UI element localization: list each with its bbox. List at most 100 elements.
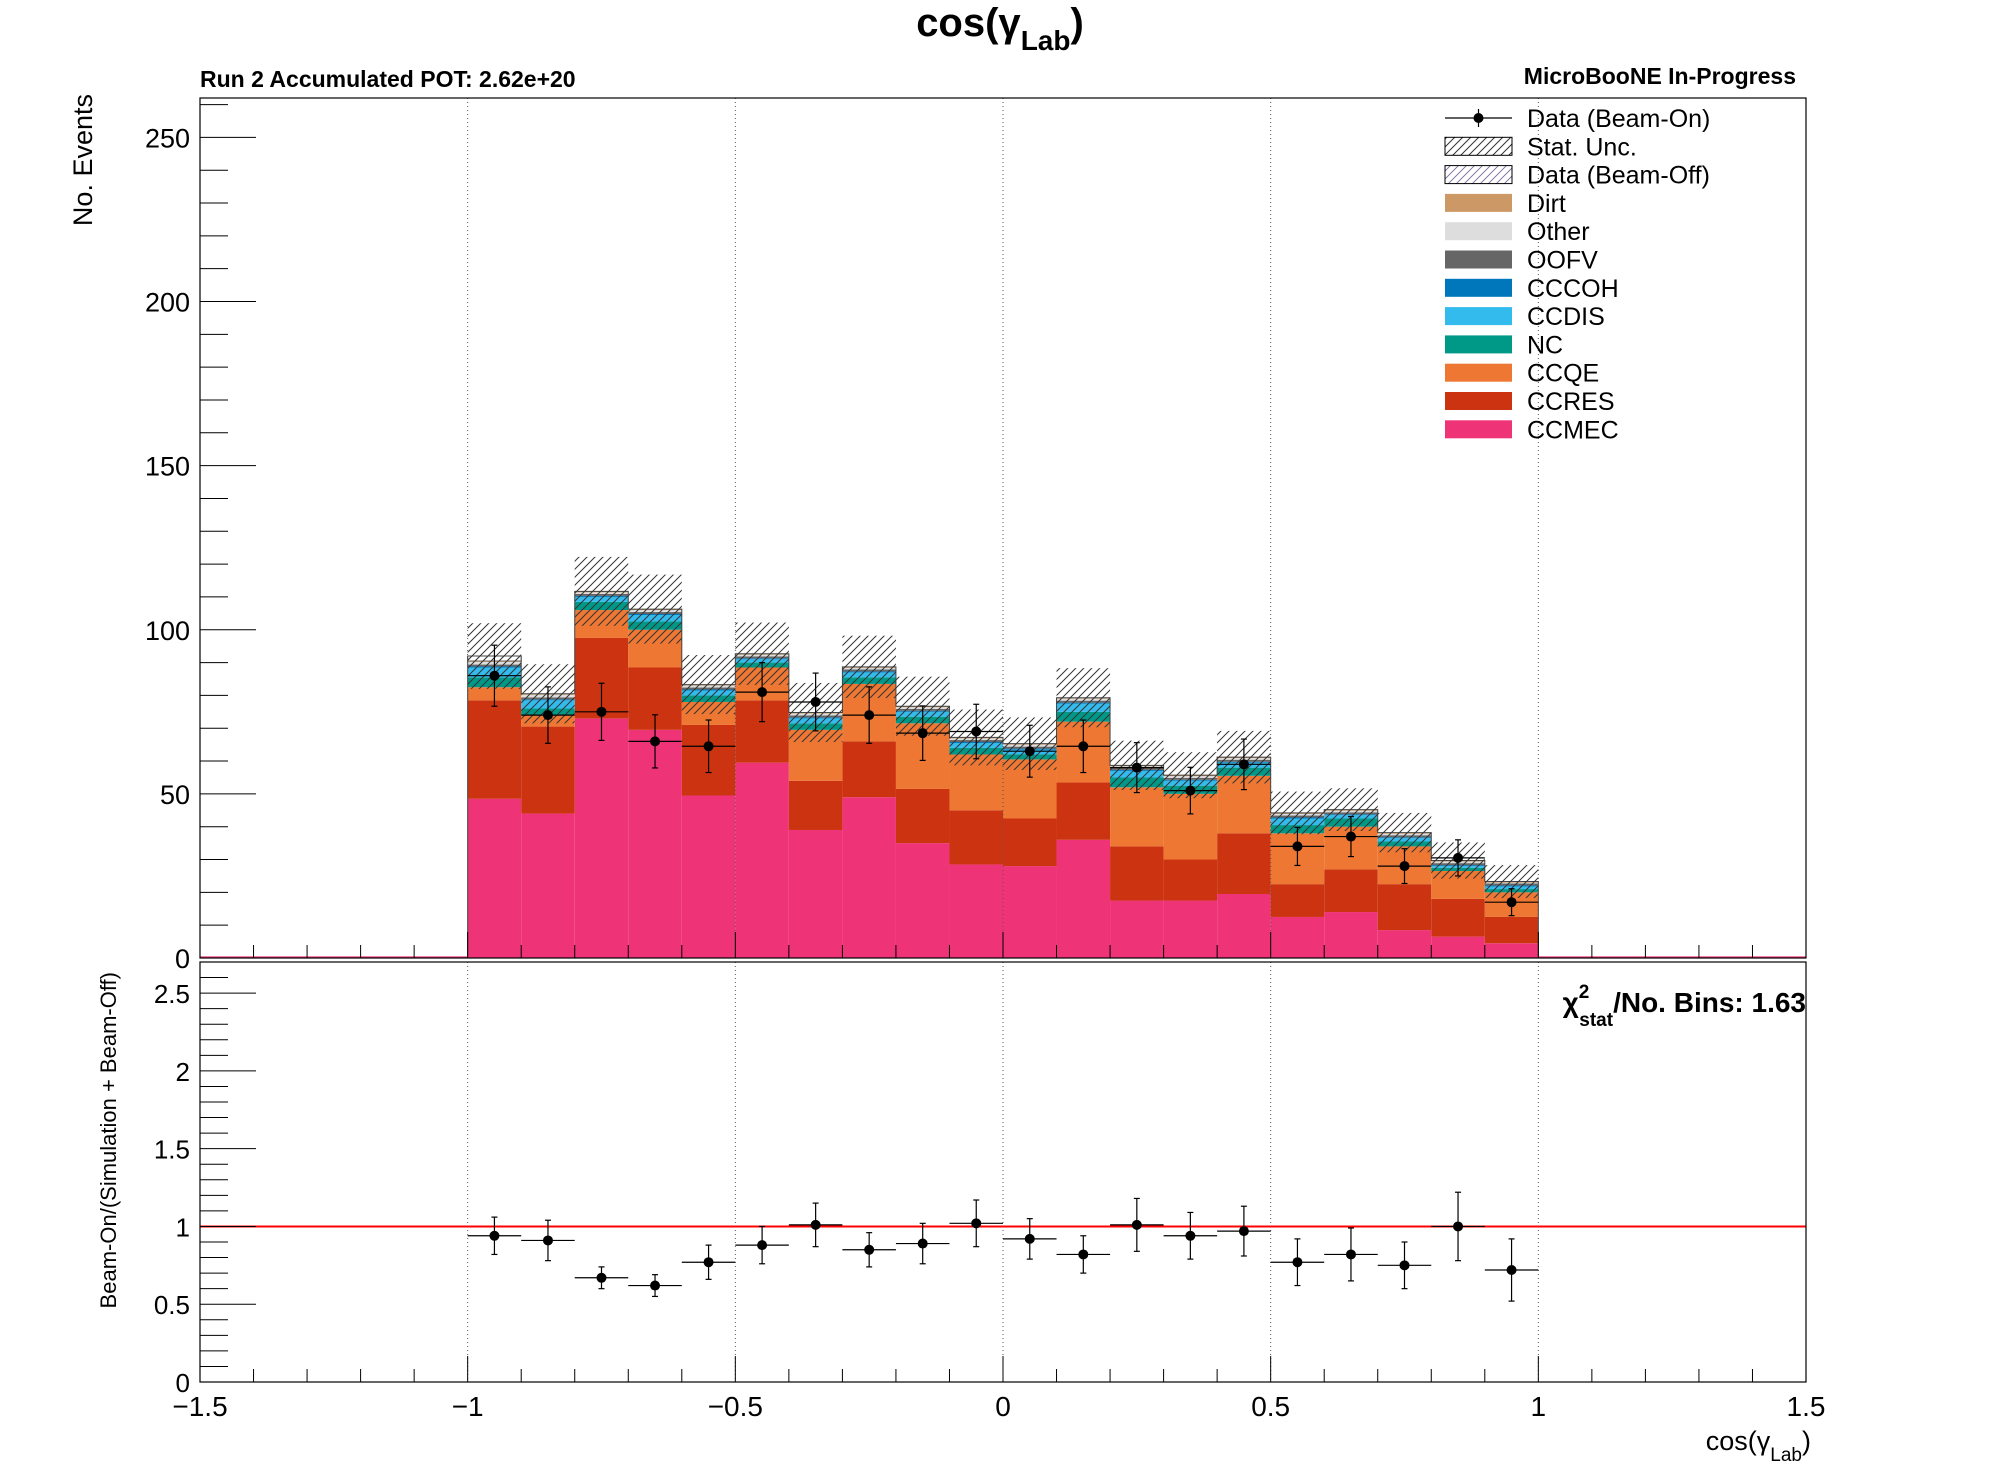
bar — [467, 798, 522, 958]
legend-item: Data (Beam-On) — [1445, 105, 1710, 133]
legend-swatch — [1445, 420, 1512, 439]
legend-label: Other — [1527, 218, 1590, 246]
stat-unc-band — [628, 574, 682, 644]
data-point — [489, 670, 500, 681]
bar — [1110, 900, 1164, 958]
legend-data-marker — [1473, 113, 1484, 123]
y-axis-label: No. Events — [68, 94, 98, 226]
ratio-point — [703, 1257, 714, 1268]
bar — [1217, 893, 1271, 958]
data-point — [1453, 852, 1464, 863]
legend-swatch — [1445, 278, 1512, 297]
legend-swatch — [1445, 193, 1512, 212]
legend-label: CCMEC — [1527, 416, 1619, 444]
ratio-point — [971, 1218, 982, 1229]
x-tick-label: −1.5 — [172, 1391, 227, 1422]
legend-label: CCQE — [1527, 360, 1599, 388]
bar — [895, 788, 950, 844]
bar — [1324, 869, 1378, 913]
legend-label: NC — [1527, 331, 1563, 359]
bar — [842, 797, 896, 958]
top-panel: 0 50 100 150 200 250 — [145, 97, 1807, 974]
legend-label: Stat. Unc. — [1527, 133, 1637, 161]
ratio-point — [917, 1238, 928, 1249]
ratio-point — [489, 1230, 500, 1241]
data-point — [1238, 759, 1249, 770]
stat-unc-band — [1056, 668, 1111, 728]
ratio-point — [864, 1244, 875, 1255]
bar — [842, 741, 896, 798]
ratio-point — [650, 1280, 661, 1291]
bar — [467, 700, 522, 799]
bar — [521, 813, 575, 958]
data-point — [1024, 746, 1035, 757]
chart-title: cos(γLab) — [916, 1, 1084, 56]
data-point — [650, 736, 661, 747]
legend-swatch — [1444, 136, 1513, 156]
legend-item: CCRES — [1445, 388, 1615, 416]
bar — [681, 795, 736, 958]
y-tick-label: 100 — [145, 616, 190, 646]
data-beam-on — [467, 644, 1539, 917]
bar — [1217, 833, 1271, 894]
bar — [1484, 943, 1539, 958]
legend-item: NC — [1445, 331, 1563, 359]
bar — [895, 843, 950, 958]
bar — [1163, 859, 1218, 901]
data-point — [757, 687, 768, 698]
bar — [1431, 898, 1485, 937]
legend-item: OOFV — [1445, 247, 1598, 275]
ratio-tick-label: 2 — [176, 1057, 190, 1087]
ratio-point — [596, 1272, 607, 1283]
y-tick-label: 150 — [145, 452, 190, 482]
bar — [788, 780, 843, 830]
x-tick-label: 0.5 — [1251, 1391, 1290, 1422]
bar — [1110, 846, 1164, 901]
ratio-point — [1078, 1249, 1089, 1260]
ratio-y-axis-label: Beam-On/(Simulation + Beam-Off) — [96, 972, 121, 1308]
bar — [1377, 884, 1432, 931]
stat-unc-band — [574, 556, 629, 626]
subtitle-right: MicroBooNE In-Progress — [1524, 63, 1796, 89]
legend-swatch — [1445, 250, 1512, 269]
legend-item: CCMEC — [1445, 416, 1619, 444]
stat-unc-band — [681, 655, 736, 715]
legend-label: Data (Beam-On) — [1527, 105, 1710, 133]
bar — [1003, 818, 1057, 867]
bar — [1270, 884, 1325, 917]
ratio-point — [1024, 1233, 1035, 1244]
ratio-point — [1185, 1230, 1196, 1241]
x-tick-label: −1 — [452, 1391, 484, 1422]
legend-swatch — [1445, 363, 1512, 382]
bar — [1056, 782, 1111, 840]
legend-item: CCCOH — [1445, 275, 1619, 303]
legend-label: CCCOH — [1527, 275, 1619, 303]
legend-swatch — [1445, 222, 1512, 241]
x-axis-label: cos(γLab) — [1706, 1426, 1811, 1466]
subtitle-left: Run 2 Accumulated POT: 2.62e+20 — [200, 66, 576, 92]
ratio-point — [542, 1235, 553, 1246]
legend-item: CCDIS — [1445, 303, 1605, 331]
data-point — [1292, 841, 1303, 852]
bar — [788, 829, 843, 958]
ratio-point — [1399, 1260, 1410, 1271]
data-point — [1506, 897, 1517, 908]
ratio-tick-label: 1.5 — [154, 1135, 190, 1165]
ratio-tick-label: 0 — [176, 1368, 190, 1398]
legend-label: OOFV — [1527, 247, 1598, 275]
data-point — [917, 728, 928, 739]
y-tick-label: 250 — [145, 123, 190, 153]
legend-item: Data (Beam-Off) — [1444, 162, 1710, 190]
y-tick-label: 0 — [175, 944, 190, 974]
y-tick-label: 50 — [160, 780, 190, 810]
ratio-point — [810, 1219, 821, 1230]
ratio-tick-label: 0.5 — [154, 1290, 190, 1320]
bar — [1163, 900, 1218, 958]
y-tick-label: 200 — [145, 288, 190, 318]
ratio-panel: 0 0.5 1 1.5 2 2.5 −1.5 −1 −0.5 0 0.5 1 1.5 — [154, 961, 1826, 1422]
ratio-point — [1131, 1219, 1142, 1230]
data-point — [864, 710, 875, 721]
x-tick-label: 1.5 — [1787, 1391, 1826, 1422]
bar — [1324, 912, 1378, 958]
